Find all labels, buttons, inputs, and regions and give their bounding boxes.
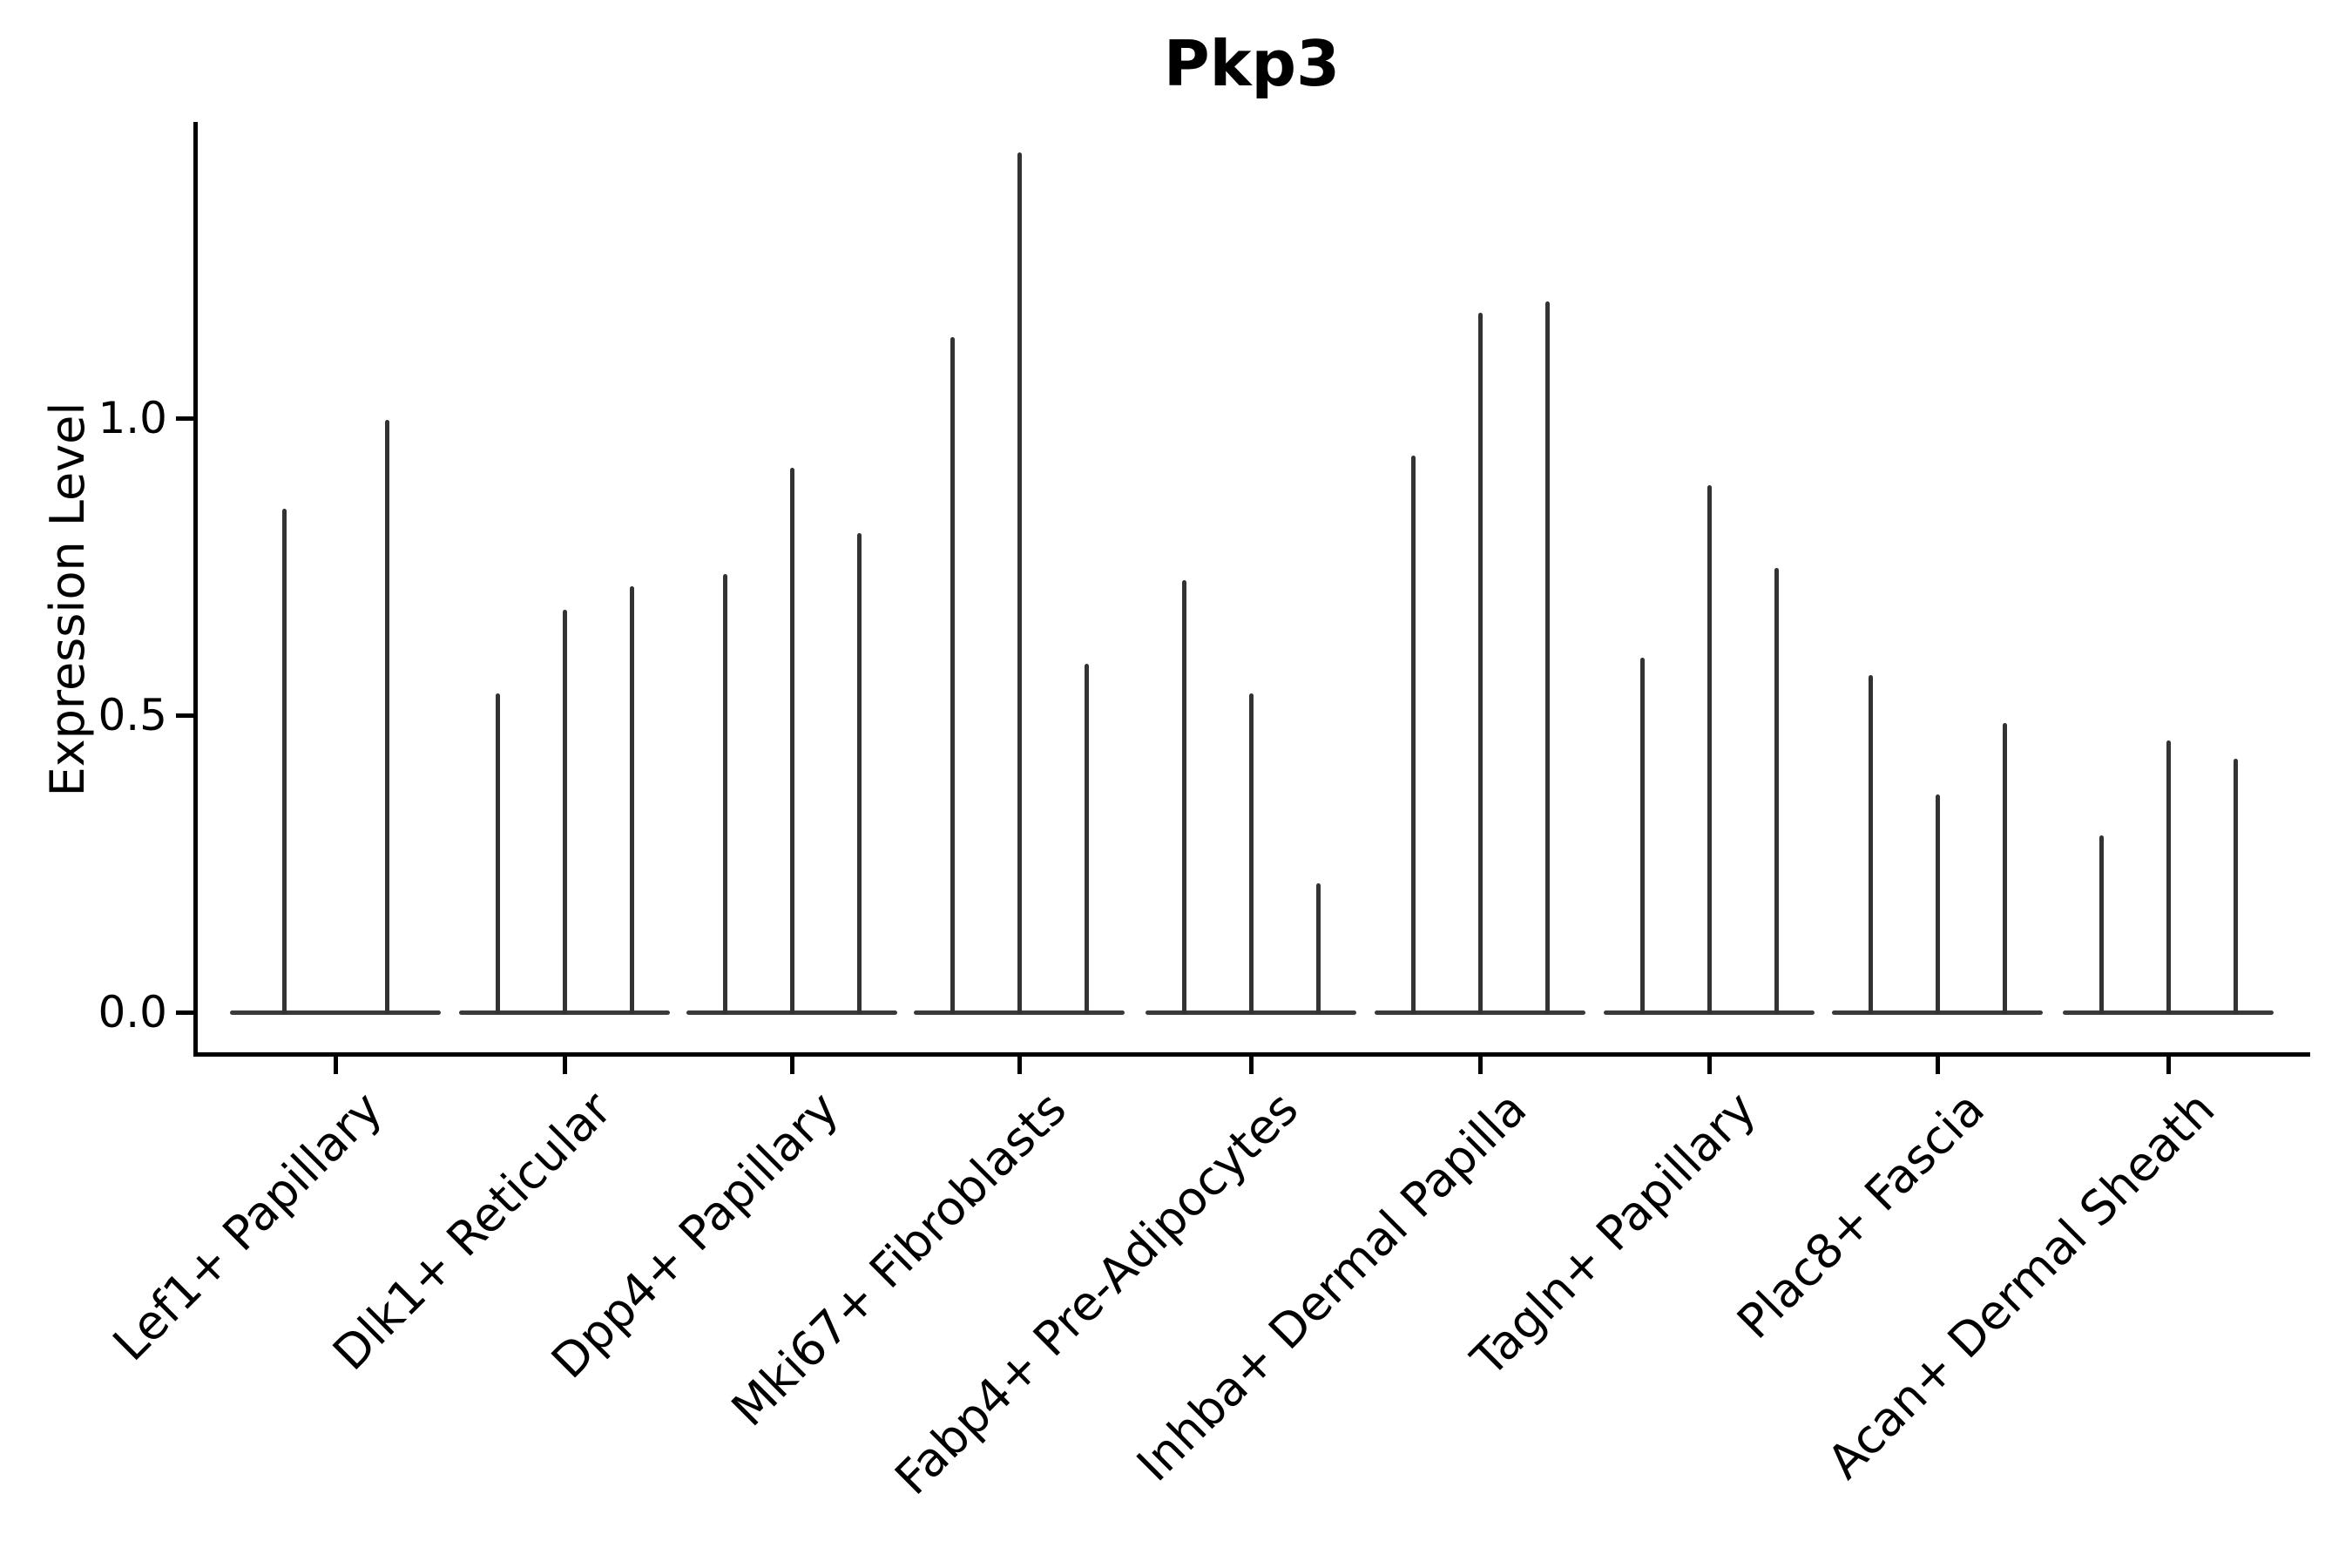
- x-tick-label: Plac8+ Fascia: [1726, 1081, 1995, 1349]
- y-tick-label: 0.5: [98, 690, 167, 740]
- x-tick: [1707, 1057, 1712, 1074]
- x-tick: [1477, 1057, 1483, 1074]
- y-tick: [176, 416, 193, 421]
- violin-spike: [629, 586, 634, 1014]
- y-axis-label: Expression Level: [40, 402, 95, 797]
- violin-spike: [2099, 835, 2104, 1014]
- y-axis-spine: [193, 122, 198, 1057]
- violin-spike: [2166, 740, 2171, 1014]
- violin-spike: [950, 337, 955, 1014]
- violin-spike: [1477, 313, 1483, 1014]
- violin-spike: [384, 420, 389, 1014]
- violin-spike: [1084, 664, 1089, 1014]
- x-tick: [2166, 1057, 2171, 1074]
- violin-spike: [789, 468, 794, 1014]
- violin-spike: [1774, 568, 1779, 1014]
- y-tick-label: 1.0: [98, 393, 167, 443]
- violin-spike: [495, 693, 500, 1014]
- violin-spike: [722, 574, 727, 1014]
- y-tick: [176, 1010, 193, 1015]
- violin-spike: [1181, 580, 1186, 1014]
- x-tick: [1248, 1057, 1254, 1074]
- y-tick-label: 0.0: [98, 987, 167, 1037]
- violin-spike: [1544, 301, 1550, 1014]
- chart-title: Pkp3: [1163, 27, 1341, 100]
- x-tick-label: Fabp4+ Pre-Adipocytes: [883, 1081, 1308, 1505]
- violin-spike: [1017, 152, 1022, 1014]
- x-tick: [562, 1057, 567, 1074]
- x-tick: [789, 1057, 794, 1074]
- violin-spike: [1248, 693, 1254, 1014]
- x-tick: [1017, 1057, 1022, 1074]
- violin-spike: [1639, 658, 1645, 1014]
- x-tick: [1935, 1057, 1940, 1074]
- violin-baseline: [230, 1010, 441, 1015]
- x-tick-label: Acan+ Dermal Sheath: [1817, 1081, 2226, 1490]
- violin-spike: [2002, 723, 2007, 1014]
- violin-spike: [1315, 883, 1321, 1014]
- x-tick: [333, 1057, 338, 1074]
- violin-spike: [1935, 794, 1940, 1014]
- x-axis-spine: [193, 1052, 2310, 1057]
- violin-spike: [856, 533, 862, 1014]
- violin-spike: [562, 610, 567, 1014]
- violin-spike: [1868, 675, 1873, 1014]
- violin-spike: [2233, 759, 2238, 1014]
- violin-spike: [1410, 456, 1416, 1014]
- y-tick: [176, 713, 193, 718]
- x-tick-label: Inhba+ Dermal Papilla: [1126, 1081, 1538, 1492]
- violin-spike: [1707, 485, 1712, 1014]
- violin-spike: [281, 509, 287, 1014]
